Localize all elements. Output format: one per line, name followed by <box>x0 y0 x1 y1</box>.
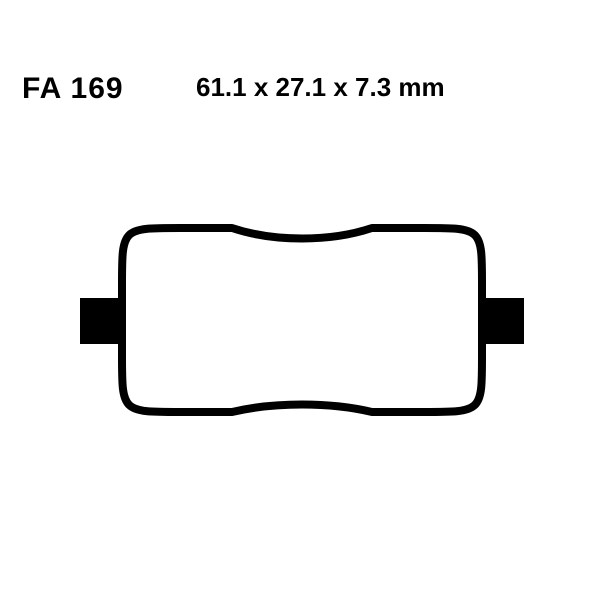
pad-outline-path <box>122 228 482 412</box>
brake-pad-svg <box>60 200 544 440</box>
part-code: FA 169 <box>22 72 124 106</box>
brake-pad-drawing <box>60 200 544 440</box>
left-tab-rect <box>80 298 122 344</box>
dimensions-text: 61.1 x 27.1 x 7.3 mm <box>196 72 445 103</box>
right-tab-rect <box>482 298 524 344</box>
